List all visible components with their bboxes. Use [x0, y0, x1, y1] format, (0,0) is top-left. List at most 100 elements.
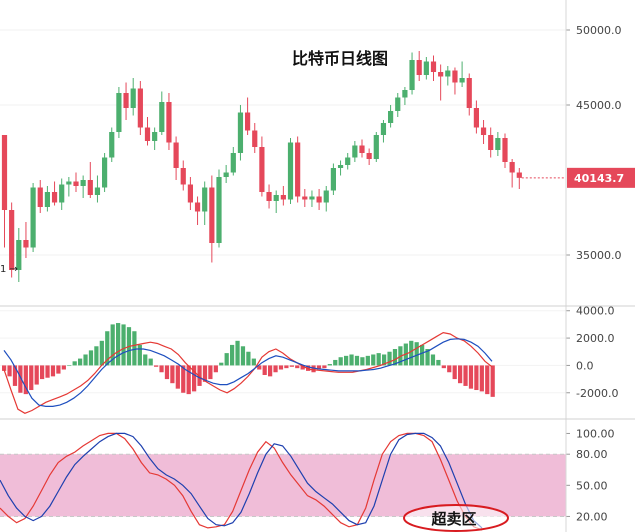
oversold-annotation: 超卖区: [430, 510, 476, 528]
macd-histogram-bar: [99, 340, 104, 366]
candle-body: [330, 168, 336, 191]
macd-histogram-bar: [164, 365, 170, 380]
candle-body: [452, 70, 458, 83]
side-label: 1 →: [0, 264, 18, 275]
candle-body: [352, 145, 358, 158]
macd-histogram-bar: [2, 365, 7, 371]
macd-histogram-bar: [181, 365, 186, 393]
macd-histogram-bar: [110, 324, 115, 366]
candle-body: [488, 135, 494, 150]
candle-body: [316, 196, 322, 203]
candle-body: [280, 195, 286, 200]
macd-histogram-bar: [382, 354, 387, 366]
macd-histogram-bar: [170, 365, 175, 384]
candle-body: [430, 61, 437, 72]
macd-histogram-bar: [61, 365, 66, 370]
candle-body: [130, 88, 136, 108]
candle-body: [59, 184, 65, 203]
macd-histogram-bar: [83, 354, 88, 366]
candle-body: [23, 240, 29, 248]
y-tick-label: 50000.0: [576, 24, 622, 37]
macd-histogram-bar: [219, 362, 224, 366]
macd-histogram-bar: [479, 365, 484, 392]
candle-body: [252, 130, 258, 147]
macd-histogram-bar: [468, 365, 474, 389]
macd-histogram-bar: [376, 353, 381, 366]
candle-body: [466, 78, 472, 108]
candle-body: [166, 102, 172, 143]
candle-body: [73, 181, 79, 186]
candle-body: [144, 127, 151, 141]
candle-body: [366, 153, 372, 159]
macd-histogram-bar: [12, 365, 18, 386]
stochastic-line: [0, 432, 483, 529]
candle-body: [87, 180, 93, 195]
candle-body: [202, 187, 208, 212]
y-tick-label: 35000.0: [576, 249, 622, 262]
candle-body: [337, 165, 344, 168]
macd-histogram-bar: [40, 365, 45, 380]
macd-histogram-bar: [34, 365, 39, 385]
macd-histogram-bar: [436, 359, 441, 366]
macd-histogram-bar: [251, 358, 256, 366]
macd-histogram-bar: [485, 365, 490, 395]
candle-body: [459, 78, 465, 83]
candle-body: [209, 187, 215, 243]
candle-body: [438, 72, 444, 77]
oversold-circle: [403, 504, 509, 532]
candle-body: [123, 93, 129, 108]
macd-histogram-bar: [441, 365, 446, 369]
macd-histogram-bar: [7, 365, 12, 377]
y-tick-label: 50.00: [576, 479, 608, 492]
macd-histogram-bar: [371, 354, 376, 366]
candle-body: [480, 127, 487, 135]
y-tick-label: 80.00: [576, 448, 608, 461]
candle-body: [423, 61, 429, 75]
macd-histogram-bar: [284, 365, 289, 369]
candle-body: [409, 60, 415, 90]
macd-histogram-bar: [289, 365, 294, 367]
macd-histogram-bar: [213, 365, 218, 373]
macd-histogram-bar: [192, 365, 197, 392]
candle-body: [445, 70, 451, 77]
candle-body: [37, 187, 43, 207]
candle-body: [245, 112, 251, 131]
candle-body: [137, 88, 143, 128]
candle-body: [345, 157, 351, 165]
macd-histogram-bar: [360, 357, 365, 366]
candle-body: [395, 97, 401, 111]
macd-histogram-bar: [175, 365, 180, 389]
candle-body: [230, 153, 236, 173]
macd-histogram-bar: [148, 358, 153, 366]
candle-body: [216, 177, 222, 243]
macd-histogram-bar: [409, 340, 414, 366]
candle-body: [159, 102, 165, 132]
macd-histogram-bar: [392, 349, 398, 366]
macd-histogram-bar: [230, 344, 235, 366]
macd-histogram-bar: [235, 340, 240, 366]
candle-body: [109, 132, 115, 158]
macd-histogram-bar: [224, 353, 229, 366]
last-price-label: 40143.7: [574, 172, 624, 185]
candle-body: [373, 135, 379, 159]
candle-body: [502, 138, 508, 162]
macd-histogram-bar: [56, 365, 61, 374]
macd-histogram-bar: [262, 365, 267, 375]
macd-histogram-bar: [23, 365, 28, 395]
macd-histogram-bar: [94, 346, 99, 366]
candle-body: [44, 192, 50, 207]
macd-line: [3, 331, 493, 414]
macd-histogram-bar: [316, 365, 322, 370]
macd-histogram-bar: [137, 344, 142, 366]
macd-histogram-bar: [121, 324, 126, 366]
candle-body: [302, 196, 308, 200]
macd-histogram-bar: [186, 365, 191, 395]
y-tick-label: 0.0: [576, 359, 594, 372]
candle-body: [180, 168, 186, 185]
candle-body: [473, 108, 479, 128]
macd-histogram-bar: [425, 349, 430, 366]
macd-histogram-bar: [463, 365, 468, 386]
macd-histogram-bar: [29, 365, 34, 391]
macd-histogram-bar: [365, 355, 370, 366]
